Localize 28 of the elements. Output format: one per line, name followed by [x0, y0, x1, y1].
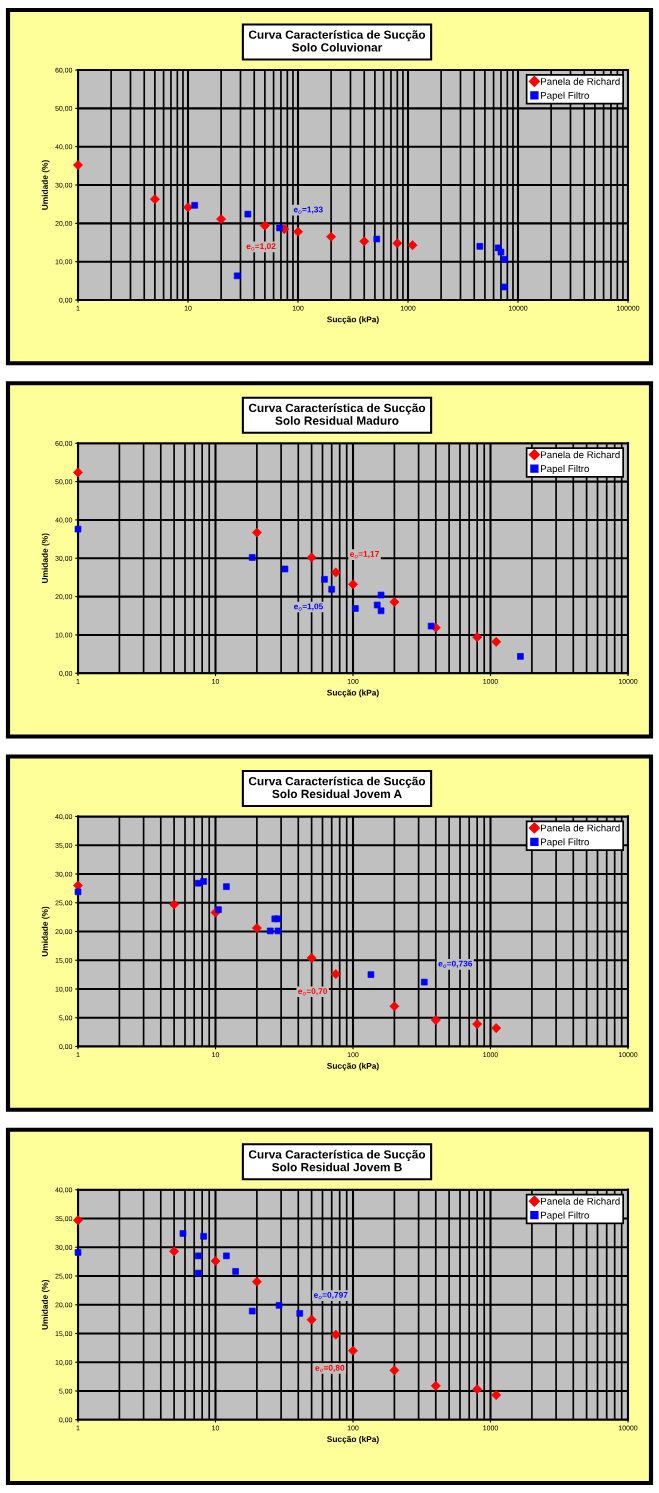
x-axis-title: Sucção (kPa)	[327, 316, 379, 324]
chart-title: Curva Característica de Sucção Solo Residual Jovem B	[248, 1149, 426, 1172]
legend-label: Panela de Richard	[541, 824, 620, 832]
annotation: e$_{o}$=0,736	[438, 960, 473, 968]
legend-label: Panela de Richard	[541, 1197, 620, 1205]
x-axis-title: Sucção (kPa)	[327, 689, 379, 698]
x-axis-title: Sucção (kPa)	[327, 1435, 379, 1444]
annotation: e$_{o}$=1,17	[350, 551, 379, 559]
annotation: e$_{o}$=0,80	[315, 1364, 345, 1373]
legend-label: Panela de Richard	[541, 77, 620, 85]
y-axis-title: Umidade (%)	[41, 533, 50, 583]
chart-title: Curva Característica de Sucção Solo Residual Jovem A	[248, 776, 426, 799]
annotation: e$_{o}$=0,797	[313, 1291, 348, 1300]
legend-label: Papel Filtro	[541, 91, 589, 101]
chart-title: Curva Característica de Sucção Solo Coluvionar	[248, 30, 426, 52]
legend-label: Papel Filtro	[541, 464, 589, 475]
annotation: e$_{o}$=1,02	[246, 243, 276, 251]
legend-label: Papel Filtro	[541, 838, 589, 848]
y-axis-title: Umidade (%)	[41, 1279, 50, 1330]
annotation: e$_{o}$=1,05	[294, 603, 324, 611]
legend-label: Panela de Richard	[541, 451, 620, 459]
legend-label: Papel Filtro	[541, 1211, 589, 1221]
y-axis-title: Umidade (%)	[41, 160, 50, 210]
annotation: e$_{o}$=0,70	[298, 988, 328, 996]
chart-title: Curva Característica de Sucção Solo Residual Maduro	[248, 403, 426, 425]
annotation: e$_{o}$=1,33	[293, 206, 323, 214]
y-axis-title: Umidade (%)	[41, 906, 50, 957]
x-axis-title: Sucção (kPa)	[327, 1062, 379, 1071]
